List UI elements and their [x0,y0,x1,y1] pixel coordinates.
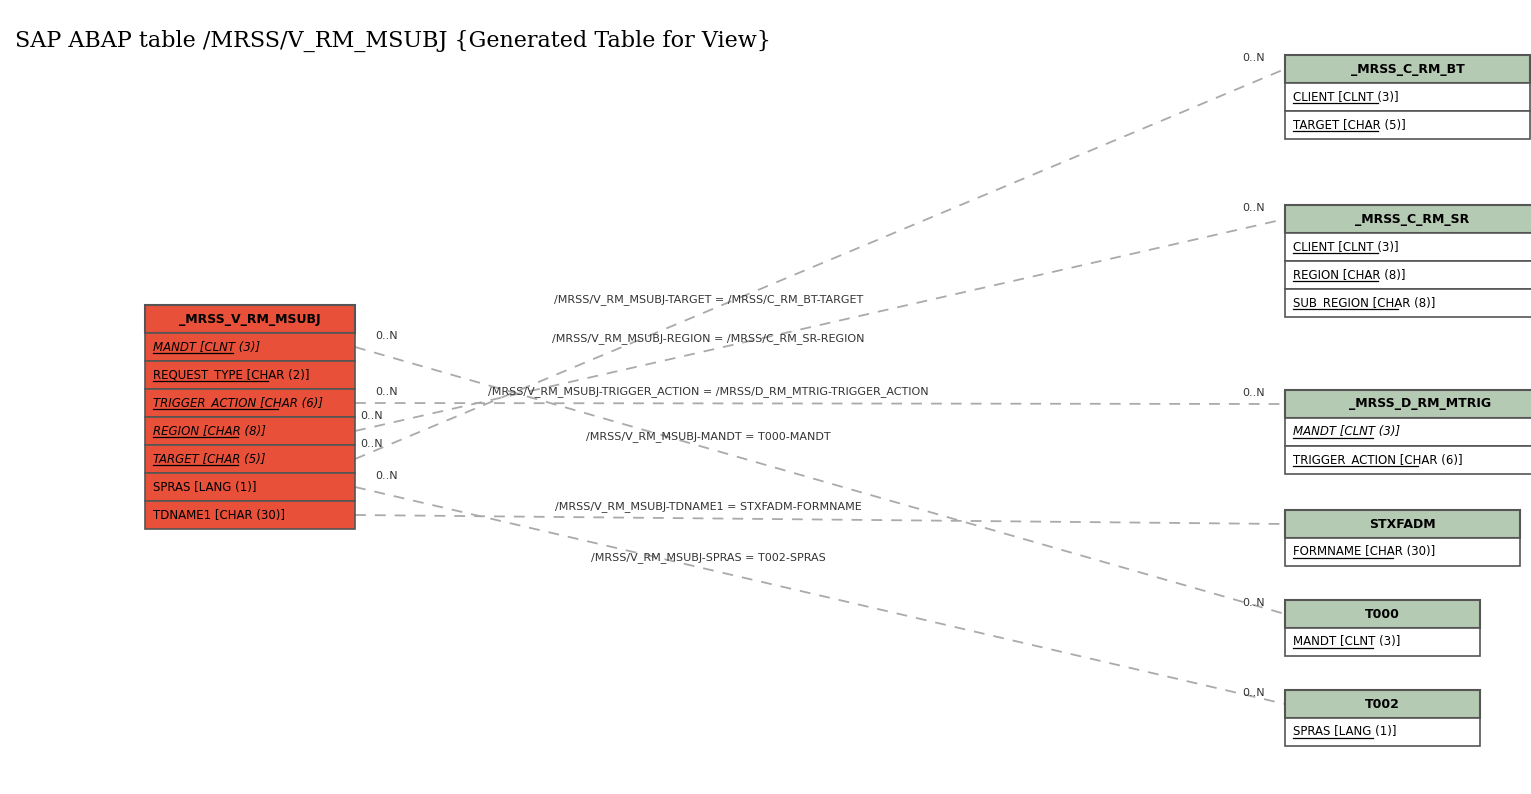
Text: 0..N: 0..N [360,439,383,449]
Bar [1285,418,1531,446]
Bar [1285,538,1520,566]
Bar [1285,55,1529,83]
Text: SUB_REGION [CHAR (8)]: SUB_REGION [CHAR (8)] [1294,296,1436,310]
Text: 0..N: 0..N [375,387,398,397]
Text: 0..N: 0..N [360,411,383,421]
Bar [1285,289,1531,317]
Text: MANDT [CLNT (3)]: MANDT [CLNT (3)] [1294,426,1401,438]
Text: 0..N: 0..N [375,471,398,481]
Bar [1285,111,1529,139]
Text: REGION [CHAR (8)]: REGION [CHAR (8)] [1294,268,1405,282]
Text: STXFADM: STXFADM [1369,518,1436,530]
Text: _MRSS_C_RM_SR: _MRSS_C_RM_SR [1355,213,1470,225]
Text: /MRSS/V_RM_MSUBJ-SPRAS = T002-SPRAS: /MRSS/V_RM_MSUBJ-SPRAS = T002-SPRAS [591,553,825,564]
Text: TRIGGER_ACTION [CHAR (6)]: TRIGGER_ACTION [CHAR (6)] [153,396,323,410]
Bar [1285,718,1480,746]
Text: FORMNAME [CHAR (30)]: FORMNAME [CHAR (30)] [1294,545,1435,558]
Text: CLIENT [CLNT (3)]: CLIENT [CLNT (3)] [1294,91,1399,103]
Text: TARGET [CHAR (5)]: TARGET [CHAR (5)] [153,453,265,465]
Text: SPRAS [LANG (1)]: SPRAS [LANG (1)] [1294,726,1396,738]
Bar [145,445,355,473]
Text: /MRSS/V_RM_MSUBJ-TDNAME1 = STXFADM-FORMNAME: /MRSS/V_RM_MSUBJ-TDNAME1 = STXFADM-FORMN… [556,502,862,512]
Text: _MRSS_C_RM_BT: _MRSS_C_RM_BT [1350,63,1464,75]
Text: 0..N: 0..N [1242,688,1265,698]
Text: 0..N: 0..N [375,331,398,341]
Bar [1285,233,1531,261]
Bar [1285,390,1531,418]
Bar [145,417,355,445]
Text: _MRSS_V_RM_MSUBJ: _MRSS_V_RM_MSUBJ [179,313,322,326]
Bar [1285,510,1520,538]
Text: /MRSS/V_RM_MSUBJ-REGION = /MRSS/C_RM_SR-REGION: /MRSS/V_RM_MSUBJ-REGION = /MRSS/C_RM_SR-… [553,333,865,345]
Bar [145,473,355,501]
Text: MANDT [CLNT (3)]: MANDT [CLNT (3)] [153,341,260,353]
Text: REQUEST_TYPE [CHAR (2)]: REQUEST_TYPE [CHAR (2)] [153,368,309,381]
Text: SPRAS [LANG (1)]: SPRAS [LANG (1)] [153,480,257,494]
Bar [1285,628,1480,656]
Text: T002: T002 [1366,697,1399,711]
Text: _MRSS_D_RM_MTRIG: _MRSS_D_RM_MTRIG [1349,398,1491,410]
Bar [1285,205,1531,233]
Bar [1285,600,1480,628]
Text: CLIENT [CLNT (3)]: CLIENT [CLNT (3)] [1294,241,1399,253]
Text: T000: T000 [1366,607,1399,620]
Text: SAP ABAP table /MRSS/V_RM_MSUBJ {Generated Table for View}: SAP ABAP table /MRSS/V_RM_MSUBJ {Generat… [15,30,772,52]
Text: TRIGGER_ACTION [CHAR (6)]: TRIGGER_ACTION [CHAR (6)] [1294,453,1462,467]
Bar [1285,446,1531,474]
Bar [145,389,355,417]
Bar [145,361,355,389]
Text: 0..N: 0..N [1242,598,1265,608]
Text: REGION [CHAR (8)]: REGION [CHAR (8)] [153,425,266,437]
Bar [1285,690,1480,718]
Text: MANDT [CLNT (3)]: MANDT [CLNT (3)] [1294,635,1401,649]
Bar [145,333,355,361]
Bar [1285,83,1529,111]
Text: 0..N: 0..N [1242,53,1265,63]
Text: TARGET [CHAR (5)]: TARGET [CHAR (5)] [1294,118,1405,132]
Text: /MRSS/V_RM_MSUBJ-TRIGGER_ACTION = /MRSS/D_RM_MTRIG-TRIGGER_ACTION: /MRSS/V_RM_MSUBJ-TRIGGER_ACTION = /MRSS/… [488,387,929,397]
Bar [145,501,355,529]
Text: 0..N: 0..N [1242,388,1265,398]
Text: 0..N: 0..N [1242,203,1265,213]
Bar [1285,261,1531,289]
Text: TDNAME1 [CHAR (30)]: TDNAME1 [CHAR (30)] [153,508,285,522]
Text: /MRSS/V_RM_MSUBJ-MANDT = T000-MANDT: /MRSS/V_RM_MSUBJ-MANDT = T000-MANDT [586,432,831,442]
Bar [145,305,355,333]
Text: /MRSS/V_RM_MSUBJ-TARGET = /MRSS/C_RM_BT-TARGET: /MRSS/V_RM_MSUBJ-TARGET = /MRSS/C_RM_BT-… [554,294,863,305]
